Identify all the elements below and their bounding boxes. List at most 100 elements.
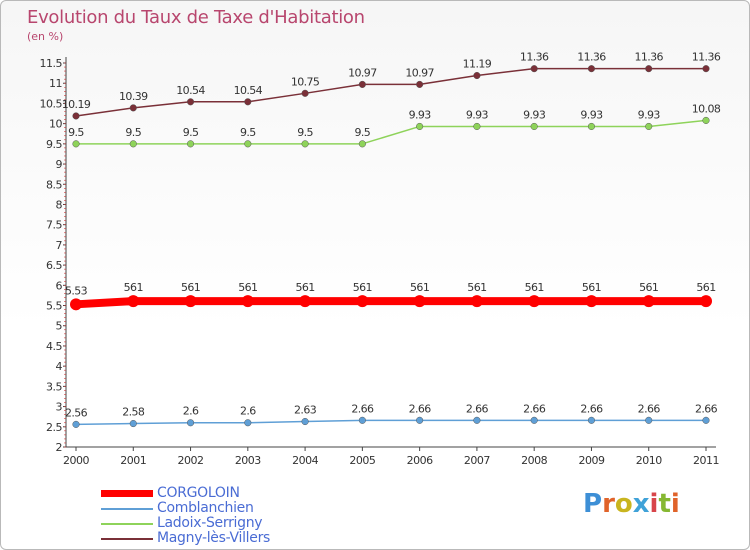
series-layer	[70, 65, 712, 428]
data-point-corgoloin	[299, 295, 312, 308]
data-label-comblanchien: 2.66	[523, 402, 546, 415]
data-point-corgoloin	[241, 295, 254, 308]
data-label-corgoloin: 5.53	[65, 284, 88, 297]
data-label-magny-l-s-villers: 10.75	[291, 75, 320, 88]
x-tick-label: 2003	[235, 454, 261, 467]
data-point-corgoloin	[356, 295, 369, 308]
logo-letter: t	[658, 489, 671, 519]
x-tick-label: 2007	[464, 454, 490, 467]
logo-letter: i	[649, 489, 659, 519]
data-point-magny-l-s-villers	[301, 89, 309, 97]
data-point-comblanchien	[587, 416, 596, 424]
data-label-ladoix-serrigny: 9.93	[409, 108, 432, 121]
y-tick-label: 10.5	[40, 97, 63, 110]
data-label-magny-l-s-villers: 11.19	[463, 58, 492, 71]
data-point-magny-l-s-villers	[186, 98, 195, 106]
axes: 2 2.5 3 3.5 4 4.5 5 5.5 6 6.5 7 7.5 8 8.5 9 9.5 10 10.5 11…	[40, 57, 720, 467]
data-point-ladoix-serrigny	[301, 140, 309, 148]
data-label-comblanchien: 2.66	[409, 402, 432, 415]
data-label-ladoix-serrigny: 9.93	[466, 108, 489, 121]
x-tick-label: 2000	[63, 454, 89, 467]
data-point-ladoix-serrigny	[129, 140, 137, 148]
data-label-corgoloin: 561	[525, 281, 544, 294]
y-tick-label: 4.5	[46, 340, 62, 353]
x-tick-label: 2006	[407, 454, 433, 467]
y-tick-label: 5.5	[46, 300, 62, 313]
data-point-ladoix-serrigny	[587, 122, 596, 131]
data-point-comblanchien	[301, 417, 309, 426]
data-label-magny-l-s-villers: 10.39	[119, 90, 148, 103]
legend-label-comblanchien: Comblanchien	[157, 500, 254, 516]
legend-label-magny-l-s-villers: Magny-lès-Villers	[157, 530, 271, 546]
data-point-magny-l-s-villers	[358, 80, 366, 88]
data-point-ladoix-serrigny	[530, 122, 538, 131]
data-label-corgoloin: 561	[124, 281, 143, 294]
data-label-corgoloin: 561	[181, 281, 200, 294]
x-tick-label: 2008	[521, 454, 547, 467]
y-tick-label: 5	[56, 320, 63, 333]
data-label-comblanchien: 2.66	[695, 402, 718, 415]
series-line-corgoloin	[75, 297, 706, 309]
data-label-ladoix-serrigny: 9.5	[355, 126, 371, 139]
proxiti-logo: Proxiti	[583, 489, 680, 519]
data-label-ladoix-serrigny: 9.5	[183, 126, 199, 139]
data-point-ladoix-serrigny	[358, 140, 366, 148]
data-point-magny-l-s-villers	[129, 104, 137, 112]
data-labels-layer: 10.19 10.39 10.54 10.54 10.75 10.97 10.97 11.19…	[62, 51, 722, 420]
data-point-magny-l-s-villers	[702, 65, 710, 73]
data-point-comblanchien	[186, 419, 195, 427]
data-point-magny-l-s-villers	[473, 71, 481, 80]
data-label-magny-l-s-villers: 11.36	[577, 51, 606, 64]
data-label-ladoix-serrigny: 9.93	[523, 108, 546, 121]
data-point-ladoix-serrigny	[72, 140, 80, 148]
y-tick-label: 9.5	[46, 138, 62, 151]
data-point-ladoix-serrigny	[244, 140, 252, 148]
data-label-corgoloin: 561	[238, 281, 257, 294]
y-tick-label: 10	[49, 118, 62, 131]
data-label-corgoloin: 561	[582, 281, 601, 294]
data-point-corgoloin	[184, 295, 197, 308]
data-point-magny-l-s-villers	[416, 80, 424, 88]
series-line-magny-l-s-villers	[75, 67, 706, 117]
x-tick-label: 2011	[693, 454, 719, 467]
data-label-corgoloin: 561	[353, 281, 372, 294]
logo-letter: P	[583, 489, 603, 519]
data-label-corgoloin: 561	[696, 281, 715, 294]
data-label-comblanchien: 2.58	[122, 406, 145, 419]
x-tick-label: 2004	[292, 454, 318, 467]
data-point-corgoloin	[470, 295, 483, 308]
logo-letter: o	[614, 489, 633, 519]
data-label-magny-l-s-villers: 10.97	[348, 66, 377, 79]
data-point-corgoloin	[413, 295, 426, 308]
y-tick-label: 11	[49, 77, 62, 90]
data-label-comblanchien: 2.66	[580, 402, 603, 415]
logo-letter: r	[602, 489, 615, 519]
data-label-corgoloin: 561	[410, 281, 429, 294]
data-label-ladoix-serrigny: 9.93	[580, 108, 603, 121]
series-line-comblanchien	[75, 419, 706, 426]
data-label-magny-l-s-villers: 10.19	[62, 98, 91, 111]
x-tick-label: 2005	[349, 454, 375, 467]
legend-swatch-comblanchien	[101, 508, 153, 510]
legend-label-ladoix-serrigny: Ladoix-Serrigny	[157, 515, 263, 531]
legend-swatch-magny-l-s-villers	[101, 538, 153, 540]
data-label-corgoloin: 561	[639, 281, 658, 294]
data-point-corgoloin	[700, 295, 712, 308]
data-label-magny-l-s-villers: 11.36	[634, 51, 663, 64]
y-tick-label: 7.5	[46, 219, 62, 232]
data-point-magny-l-s-villers	[587, 65, 596, 73]
data-label-comblanchien: 2.66	[351, 402, 374, 415]
data-label-comblanchien: 2.56	[65, 406, 88, 419]
legend-swatch-ladoix-serrigny	[101, 523, 153, 525]
x-tick-label: 2001	[120, 454, 146, 467]
data-point-comblanchien	[416, 416, 424, 424]
data-point-corgoloin	[585, 295, 598, 308]
legend-swatch-corgoloin	[101, 490, 153, 497]
data-label-ladoix-serrigny: 10.08	[692, 102, 721, 115]
data-point-comblanchien	[358, 416, 366, 424]
data-label-ladoix-serrigny: 9.5	[297, 126, 313, 139]
data-label-ladoix-serrigny: 9.5	[240, 126, 256, 139]
data-point-ladoix-serrigny	[645, 122, 653, 131]
data-label-magny-l-s-villers: 10.97	[405, 66, 434, 79]
